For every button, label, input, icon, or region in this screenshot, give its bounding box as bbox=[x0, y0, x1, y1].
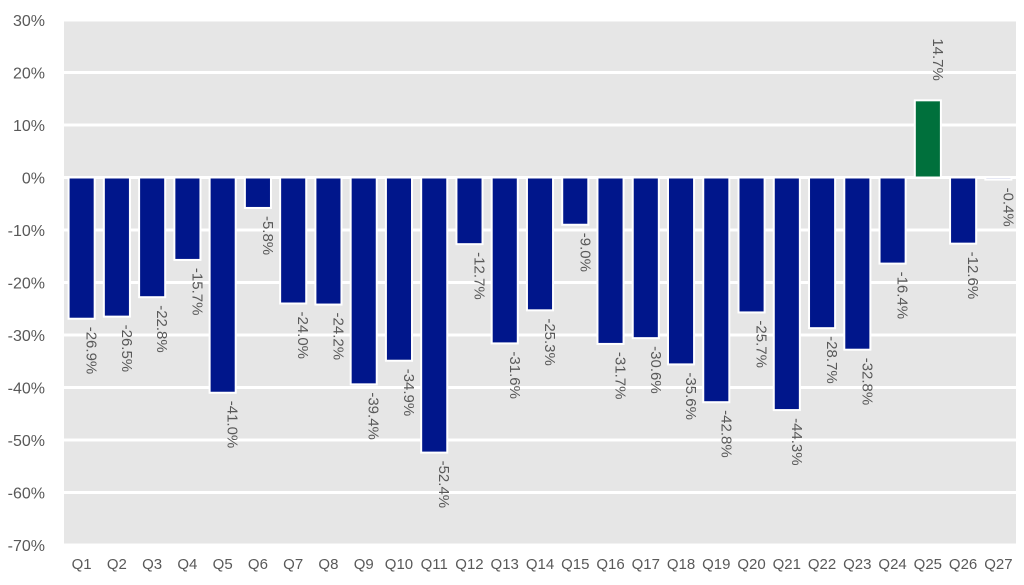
x-tick-label: Q7 bbox=[283, 556, 303, 573]
y-tick-label: -30% bbox=[8, 328, 45, 345]
x-tick-label: Q23 bbox=[843, 556, 871, 573]
bars bbox=[67, 99, 1013, 454]
y-tick-label: 30% bbox=[13, 13, 45, 30]
x-tick-label: Q9 bbox=[354, 556, 374, 573]
data-label: -9.0% bbox=[576, 233, 593, 272]
y-tick-label: -60% bbox=[8, 486, 45, 503]
x-tick-label: Q15 bbox=[561, 556, 589, 573]
y-tick-label: -10% bbox=[8, 223, 45, 240]
bar-q25 bbox=[913, 99, 942, 179]
y-tick-label: 20% bbox=[13, 66, 45, 83]
bar-q7 bbox=[279, 176, 308, 305]
data-label: -24.0% bbox=[294, 312, 311, 360]
bar-q12 bbox=[455, 176, 484, 246]
x-tick-label: Q24 bbox=[878, 556, 906, 573]
x-tick-label: Q17 bbox=[632, 556, 660, 573]
data-label: -12.6% bbox=[964, 252, 981, 300]
bar-q20 bbox=[737, 176, 766, 314]
data-label: -31.6% bbox=[506, 351, 523, 399]
data-label: -32.8% bbox=[858, 358, 875, 406]
x-tick-label: Q21 bbox=[773, 556, 801, 573]
data-label: -35.6% bbox=[682, 372, 699, 420]
bar-q15 bbox=[561, 176, 590, 226]
bar-q8 bbox=[314, 176, 343, 306]
x-tick-label: Q27 bbox=[984, 556, 1012, 573]
bar-q14 bbox=[525, 176, 555, 312]
bar-q18 bbox=[666, 176, 696, 366]
data-label: -30.6% bbox=[647, 346, 664, 394]
x-tick-label: Q4 bbox=[177, 556, 197, 573]
x-tick-label: Q26 bbox=[949, 556, 977, 573]
x-tick-label: Q11 bbox=[421, 556, 448, 573]
x-tick-label: Q12 bbox=[455, 556, 483, 573]
data-label: -34.9% bbox=[400, 369, 417, 417]
bar-q17 bbox=[631, 176, 660, 340]
x-tick-label: Q22 bbox=[808, 556, 836, 573]
data-label: -26.9% bbox=[83, 327, 100, 375]
x-tick-label: Q25 bbox=[914, 556, 942, 573]
x-axis: Q1 Q2 Q3 Q4 Q5 Q6 Q7 Q8 Q9 Q10 Q11 Q12 Q13 Q14 Q15 Q16 Q… bbox=[72, 556, 1013, 573]
y-tick-label: -40% bbox=[8, 381, 45, 398]
x-tick-label: Q8 bbox=[318, 556, 338, 573]
bar-q16 bbox=[596, 176, 625, 345]
x-tick-label: Q18 bbox=[667, 556, 695, 573]
x-tick-label: Q13 bbox=[491, 556, 519, 573]
data-label: -39.4% bbox=[365, 392, 382, 440]
bar-q21 bbox=[772, 176, 801, 412]
bar-q23 bbox=[843, 176, 872, 351]
data-label: -42.8% bbox=[717, 410, 734, 458]
bar-q19 bbox=[702, 176, 731, 404]
bar-q10 bbox=[384, 176, 414, 362]
data-label: -52.4% bbox=[435, 461, 452, 509]
x-tick-label: Q1 bbox=[72, 556, 92, 573]
x-tick-label: Q6 bbox=[248, 556, 268, 573]
bar-q27 bbox=[984, 176, 1013, 181]
x-tick-label: Q19 bbox=[702, 556, 730, 573]
x-tick-label: Q20 bbox=[737, 556, 765, 573]
x-tick-label: Q10 bbox=[385, 556, 413, 573]
y-tick-label: -20% bbox=[8, 276, 45, 293]
data-label: -41.0% bbox=[224, 401, 241, 449]
y-tick-label: 0% bbox=[22, 171, 45, 188]
data-label: -5.8% bbox=[259, 216, 276, 255]
x-tick-label: Q5 bbox=[213, 556, 233, 573]
bar-q5 bbox=[208, 176, 237, 394]
data-label: -25.3% bbox=[541, 318, 558, 366]
bar-q13 bbox=[490, 176, 519, 345]
data-label: -12.7% bbox=[470, 252, 487, 300]
bar-q22 bbox=[808, 176, 837, 330]
data-label: -28.7% bbox=[823, 336, 840, 384]
bar-q24 bbox=[878, 176, 907, 265]
y-tick-label: -70% bbox=[8, 538, 45, 555]
data-label: -26.5% bbox=[118, 325, 135, 373]
y-tick-label: 10% bbox=[13, 118, 45, 135]
data-label: -44.3% bbox=[788, 418, 805, 466]
x-tick-label: Q16 bbox=[596, 556, 624, 573]
y-axis: 30% 20% 10% 0% -10% -20% -30% -40% -50% -60% -70% bbox=[8, 13, 45, 555]
data-label: -22.8% bbox=[153, 305, 170, 353]
data-label: -15.7% bbox=[188, 268, 205, 316]
bar-q6 bbox=[243, 176, 272, 209]
data-label: -16.4% bbox=[894, 272, 911, 320]
bar-q2 bbox=[102, 176, 131, 318]
bar-q11 bbox=[420, 176, 449, 454]
x-tick-label: Q3 bbox=[142, 556, 162, 573]
bar-q9 bbox=[349, 176, 378, 386]
data-label: -24.2% bbox=[329, 313, 346, 361]
data-label: -31.7% bbox=[612, 352, 629, 400]
data-label: 14.7% bbox=[929, 38, 946, 81]
y-tick-label: -50% bbox=[8, 433, 45, 450]
bar-q3 bbox=[138, 176, 167, 299]
data-label: -0.4% bbox=[999, 188, 1016, 227]
bar-q1 bbox=[67, 176, 96, 320]
data-label: -25.7% bbox=[753, 320, 770, 368]
x-tick-label: Q2 bbox=[107, 556, 127, 573]
bar-q4 bbox=[173, 176, 202, 261]
data-labels: -26.9% -26.5% -22.8% -15.7% -41.0% -5.8% -24.0… bbox=[83, 38, 1017, 508]
x-tick-label: Q14 bbox=[526, 556, 554, 573]
bar-q26 bbox=[949, 176, 978, 245]
